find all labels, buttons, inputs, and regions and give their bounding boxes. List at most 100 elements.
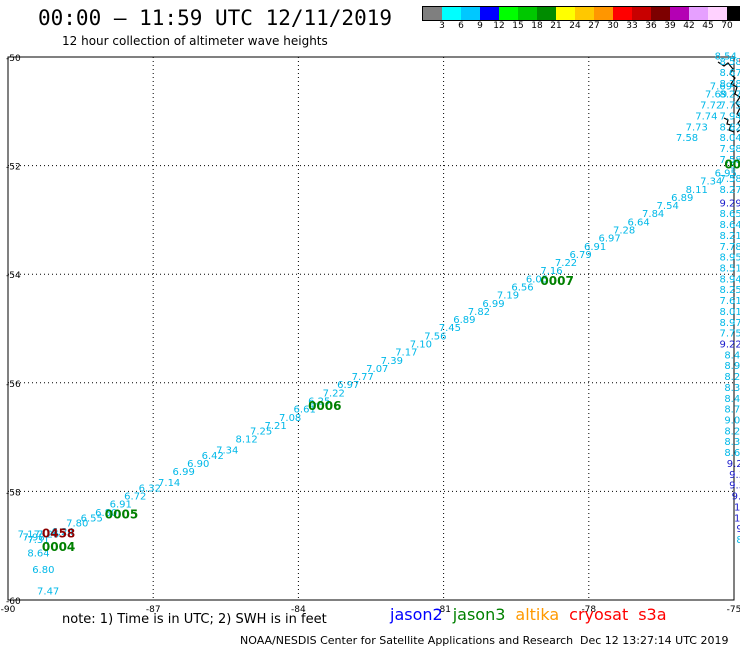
time-label: 0005 <box>105 508 138 522</box>
swh-value-label: 6.64 <box>628 217 650 228</box>
swh-value-label: 7.75 <box>719 101 740 112</box>
swh-value-label: 6.79 <box>569 250 591 261</box>
swh-value-label: 8.25 <box>719 285 740 296</box>
color-scale-label: 12 <box>493 21 505 31</box>
color-scale-label: 45 <box>702 21 714 31</box>
color-swatch <box>499 7 518 20</box>
color-scale-label: 6 <box>458 21 464 31</box>
x-tick-label: -75 <box>727 605 740 615</box>
chart-title: 00:00 – 11:59 UTC 12/11/2019 <box>38 6 393 30</box>
swh-value-label: 8.97 <box>719 318 740 329</box>
swh-value-label: 7.58 <box>719 174 740 185</box>
swh-value-label: 7.17 <box>18 530 40 541</box>
swh-value-label: 8.27 <box>719 185 740 196</box>
swh-value-label: 8.65 <box>719 209 740 220</box>
color-scale-label: 3 <box>439 21 445 31</box>
y-tick-label: -58 <box>6 488 21 498</box>
swh-value-label: 7.58 <box>719 155 740 166</box>
swh-value-label: 7.84 <box>642 209 664 220</box>
swh-value-label: 8.11 <box>686 185 708 196</box>
chart-subtitle: 12 hour collection of altimeter wave hei… <box>62 34 328 48</box>
swh-value-label: 8 <box>736 535 740 546</box>
color-scale-bar <box>422 6 740 21</box>
time-label: 0007 <box>540 274 573 288</box>
swh-value-label: 10.4 <box>734 513 740 524</box>
swh-value-label: 7.28 <box>613 225 635 236</box>
swh-value-label: 8.32 <box>724 437 740 448</box>
swh-value-label: 9.05 <box>724 416 740 427</box>
swh-value-label: 7.21 <box>265 421 287 432</box>
color-swatch <box>423 7 442 20</box>
swh-value-label: 6.56 <box>511 282 533 293</box>
swh-value-label: 8.21 <box>719 231 740 242</box>
swh-value-label: 6.89 <box>671 193 693 204</box>
swh-value-label: 7.72 <box>700 101 722 112</box>
swh-value-label: 6.99 <box>173 467 195 478</box>
swh-value-label: 7.16 <box>540 266 562 277</box>
swh-value-label: 8.28 <box>719 79 740 90</box>
swh-value-label: 7.10 <box>410 340 432 351</box>
swh-value-label: 9.36 <box>729 470 740 481</box>
color-swatch <box>461 7 480 20</box>
swh-value-label: 6.05 <box>526 274 548 285</box>
swh-value-label: 9.22 <box>719 340 740 351</box>
swh-value-label: 8.95 <box>719 253 740 264</box>
color-swatch <box>575 7 594 20</box>
swh-value-label: 10.7 <box>734 502 740 513</box>
swh-value-label: 7.69 <box>705 90 727 101</box>
swh-value-label: 9.4 <box>736 524 740 535</box>
mission-legend: jason2 jason3 altika cryosat s3a <box>390 605 677 624</box>
x-tick-label: -84 <box>291 605 306 615</box>
swh-value-label: 7.34 <box>216 445 238 456</box>
color-swatch <box>670 7 689 20</box>
time-label: 0008 <box>724 157 740 171</box>
swh-value-label: 8.54 <box>715 52 737 63</box>
mission-label: cryosat <box>569 605 629 624</box>
swh-value-label: 8.78 <box>724 405 740 416</box>
x-tick-label: -90 <box>1 605 16 615</box>
swh-value-label: 7.19 <box>497 291 519 302</box>
time-label: 0406 <box>739 54 740 68</box>
swh-value-label: 7.80 <box>66 519 88 530</box>
swh-value-label: 7.45 <box>439 323 461 334</box>
swh-value-label: 8.12 <box>235 435 257 446</box>
swh-value-label: 6.90 <box>187 459 209 470</box>
swh-value-label: 7.69 <box>710 82 732 93</box>
color-swatch <box>442 7 461 20</box>
swh-value-label: 7.31 <box>27 535 49 546</box>
y-tick-label: -54 <box>6 271 21 281</box>
color-swatch <box>480 7 499 20</box>
swh-value-label: 7.26 <box>37 530 59 541</box>
color-scale-label: 15 <box>512 21 524 31</box>
color-scale-label: 9 <box>477 21 483 31</box>
swh-value-label: 7.34 <box>700 177 722 188</box>
swh-value-label: 6.97 <box>337 380 359 391</box>
swh-value-label: 7.08 <box>279 413 301 424</box>
swh-value-label: 6.25 <box>308 397 330 408</box>
color-swatch <box>689 7 708 20</box>
swh-value-label: 6.61 <box>294 405 316 416</box>
swh-value-label: 6.32 <box>139 483 161 494</box>
swh-value-label: 9.29 <box>719 198 740 209</box>
color-scale-label: 39 <box>664 21 676 31</box>
plot-frame <box>7 56 735 601</box>
swh-value-label: 7.73 <box>686 122 708 133</box>
swh-value-label: 8.58 <box>719 57 740 68</box>
color-scale-label: 33 <box>626 21 638 31</box>
swh-value-label: 6.95 <box>715 168 737 179</box>
credit-text: NOAA/NESDIS Center for Satellite Applica… <box>240 634 574 647</box>
swh-value-label: 7.56 <box>424 331 446 342</box>
swh-value-label: 8.99 <box>724 361 740 372</box>
y-tick-label: -50 <box>6 54 21 64</box>
color-swatch <box>708 7 727 20</box>
swh-value-label: 7.14 <box>158 478 180 489</box>
swh-value-label: 8.28 <box>724 372 740 383</box>
swh-value-label: 8.27 <box>719 90 740 101</box>
swh-value-label: 7.98 <box>719 144 740 155</box>
color-swatch <box>632 7 651 20</box>
coastline <box>717 61 740 133</box>
swh-value-label: 7.07 <box>366 364 388 375</box>
swh-value-label: 8.82 <box>719 122 740 133</box>
color-scale-label: 21 <box>550 21 562 31</box>
